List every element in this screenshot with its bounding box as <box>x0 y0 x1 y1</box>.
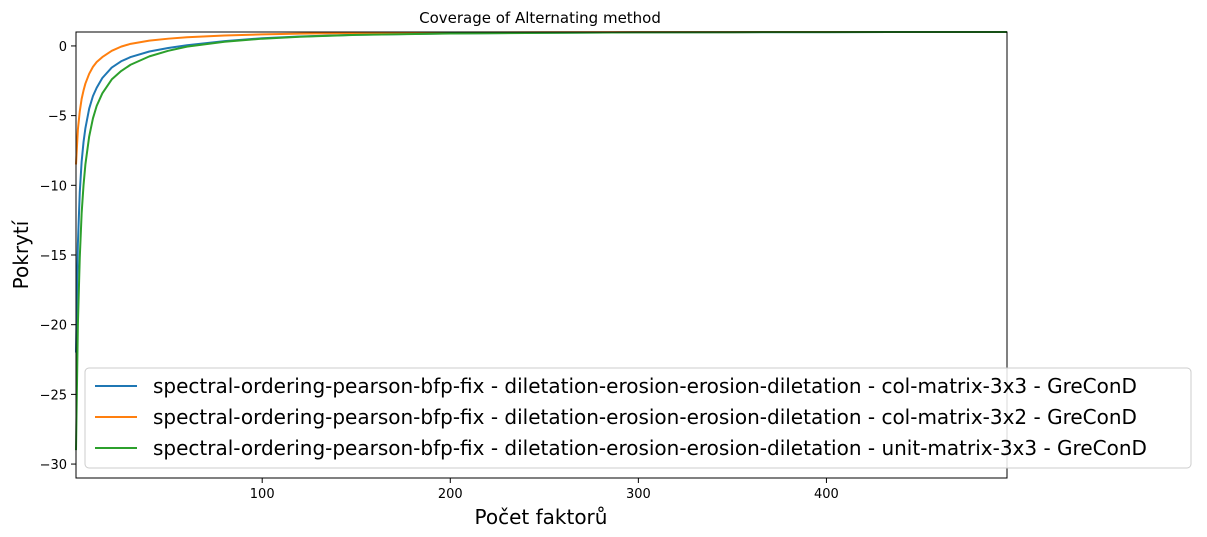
legend-box <box>84 367 1192 469</box>
y-tick-label-4: −15 <box>40 249 67 264</box>
x-tick-label-3: 300 <box>626 487 651 502</box>
x-tick-label-2: 200 <box>438 487 463 502</box>
y-tick-label-7: −30 <box>40 458 67 473</box>
y-axis: 0 −5 −10 −15 −20 −25 −30 <box>40 40 76 473</box>
y-axis-label: Pokrytí <box>9 219 33 289</box>
series-line-3 <box>75 31 1008 451</box>
chart-title: Coverage of Alternating method <box>419 9 661 27</box>
legend-label-3: spectral-ordering-pearson-bfp-fix - dile… <box>153 436 1147 460</box>
legend-entries: spectral-ordering-pearson-bfp-fix - dile… <box>95 374 1147 460</box>
y-tick-label-5: −20 <box>40 319 67 334</box>
x-tick-label-1: 100 <box>250 487 275 502</box>
legend-label-2: spectral-ordering-pearson-bfp-fix - dile… <box>153 405 1137 429</box>
legend-label-1: spectral-ordering-pearson-bfp-fix - dile… <box>153 374 1137 398</box>
x-axis: 100 200 300 400 <box>250 478 839 502</box>
y-tick-label-6: −25 <box>40 388 67 403</box>
y-tick-label-2: −5 <box>48 110 67 125</box>
x-tick-label-4: 400 <box>814 487 839 502</box>
x-axis-label: Počet faktorů <box>475 505 608 529</box>
legend: spectral-ordering-pearson-bfp-fix - dile… <box>84 367 1192 469</box>
y-tick-label-1: 0 <box>59 40 67 55</box>
y-tick-label-3: −10 <box>40 179 67 194</box>
